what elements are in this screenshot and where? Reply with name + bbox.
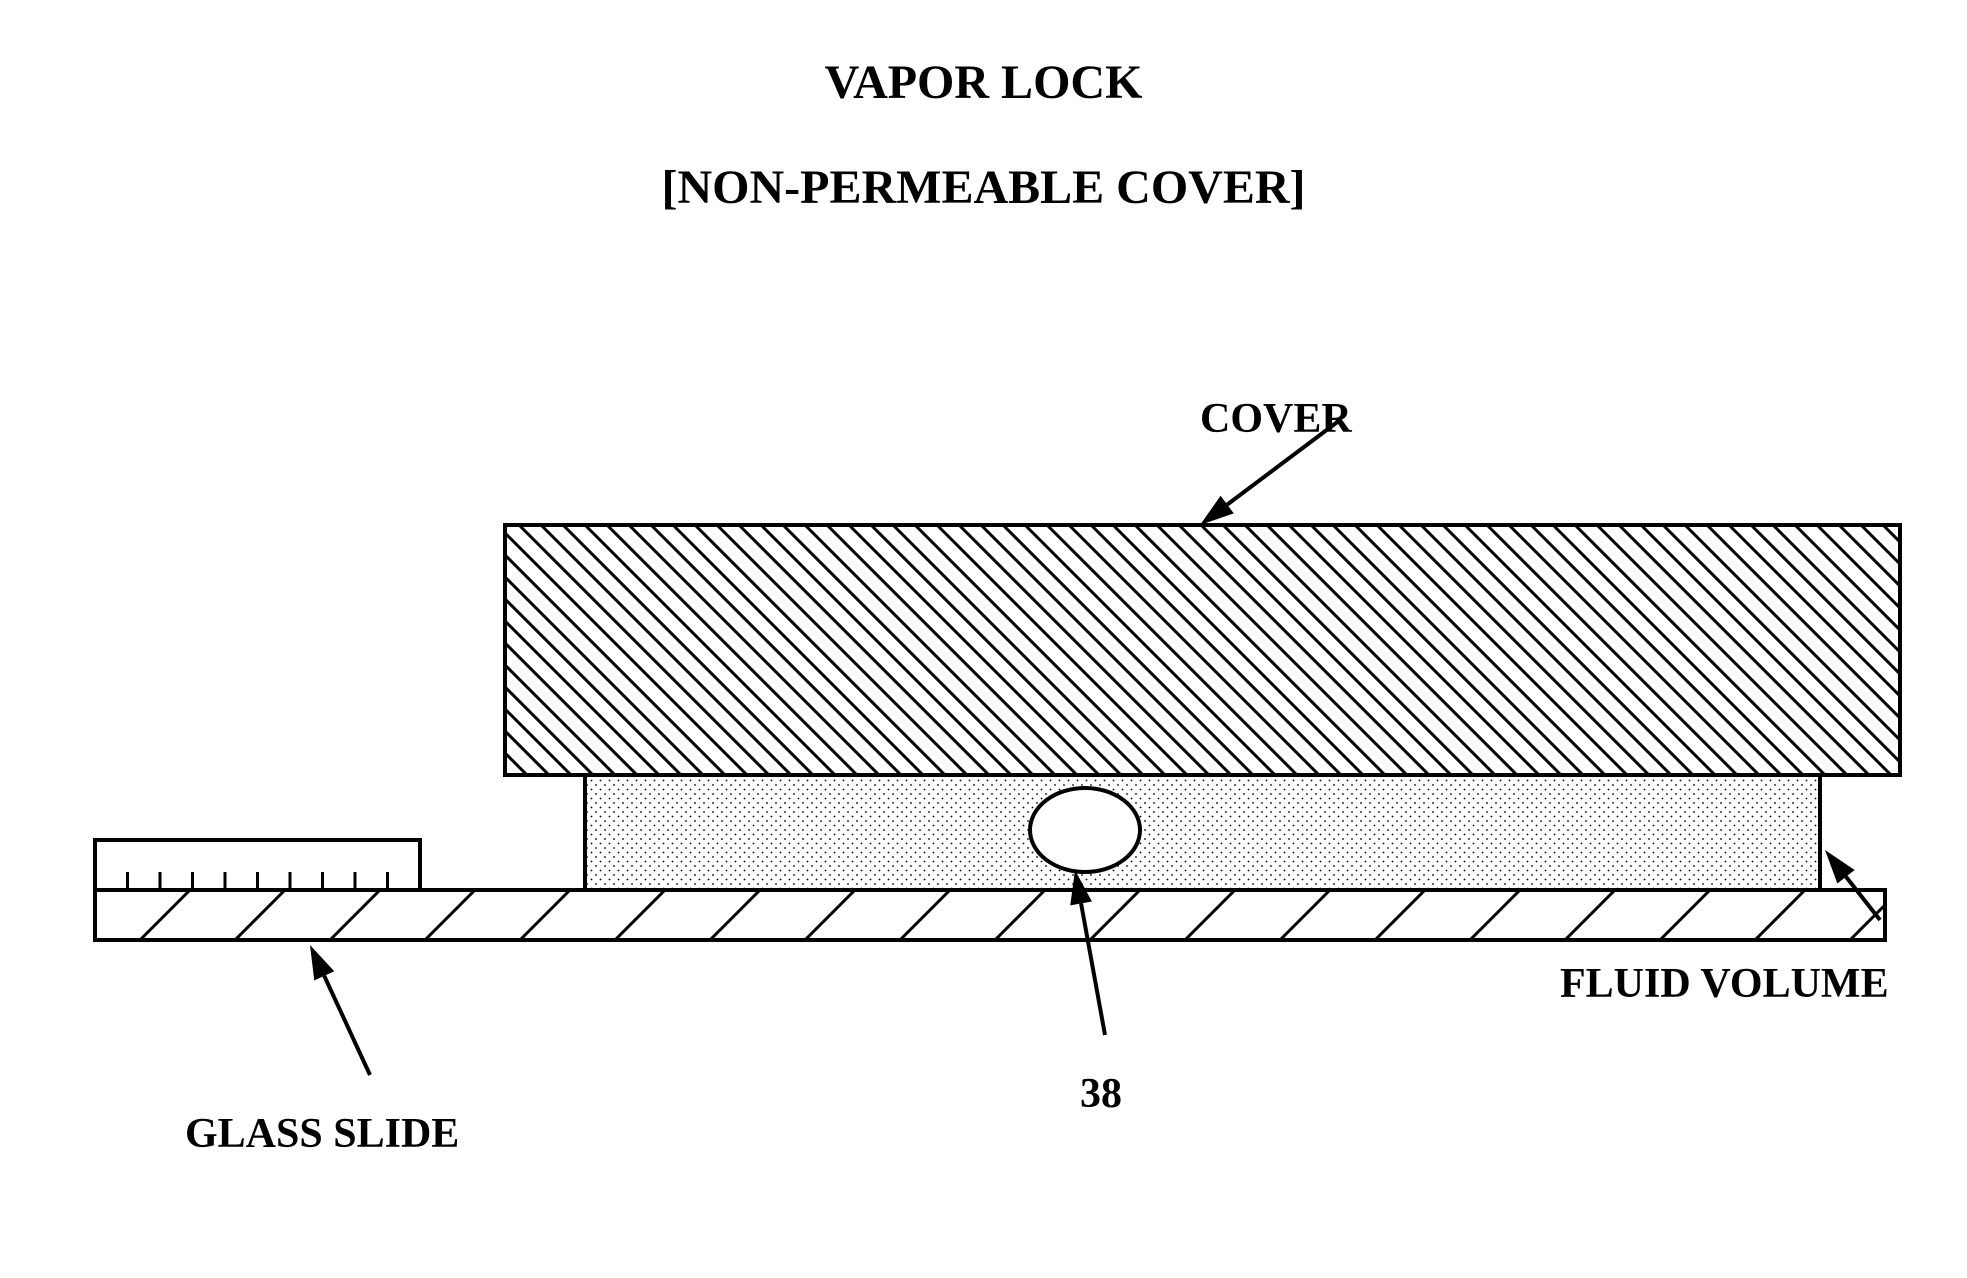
arrow-cover	[1200, 420, 1340, 525]
diagram-svg	[0, 0, 1967, 1278]
arrow-glass-slide	[310, 945, 370, 1075]
cover	[255, 525, 1967, 775]
fluid-volume	[585, 775, 1820, 890]
bubble-38	[1030, 788, 1140, 872]
glass-slide	[45, 890, 1900, 940]
frosted-end	[95, 840, 420, 890]
